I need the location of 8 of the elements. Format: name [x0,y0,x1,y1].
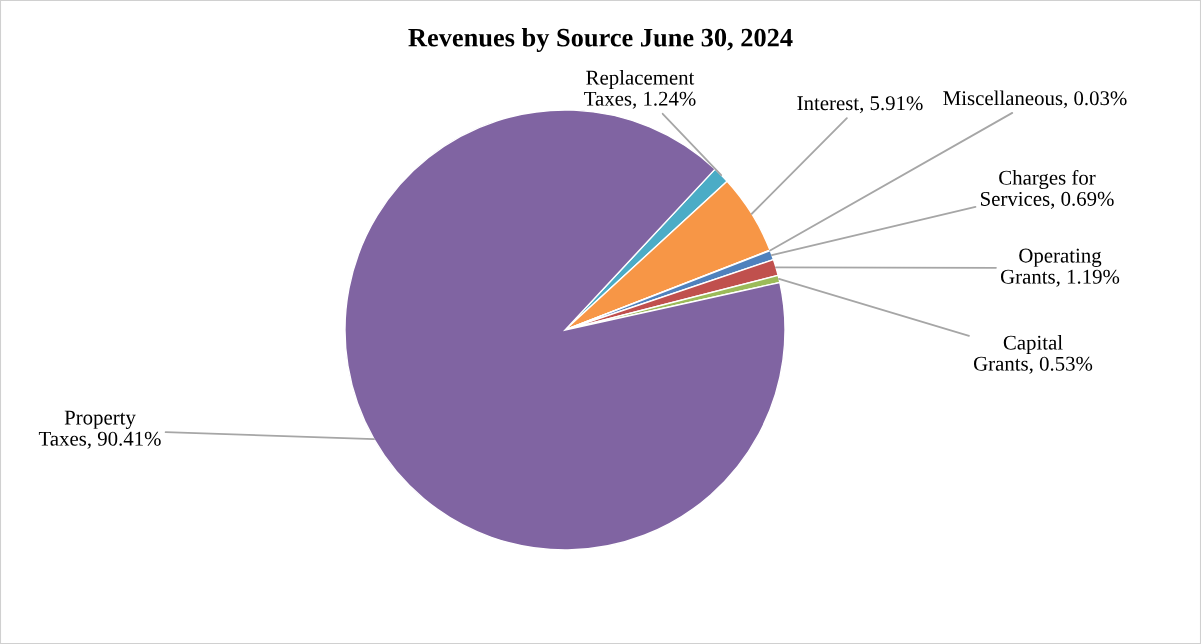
chart-title: Revenues by Source June 30, 2024 [408,28,793,52]
slice-label: Property Taxes, 90.41% [38,410,161,449]
slice-label: Charges for Services, 0.69% [980,169,1114,209]
slice-label: Operating Grants, 1.19% [1000,248,1120,287]
slice-label: Interest, 5.91% [797,96,923,114]
slice-label: Miscellaneous, 0.03% [943,90,1127,109]
slice-label: Replacement Taxes, 1.24% [584,70,696,109]
slice-label: Capital Grants, 0.53% [973,335,1093,374]
